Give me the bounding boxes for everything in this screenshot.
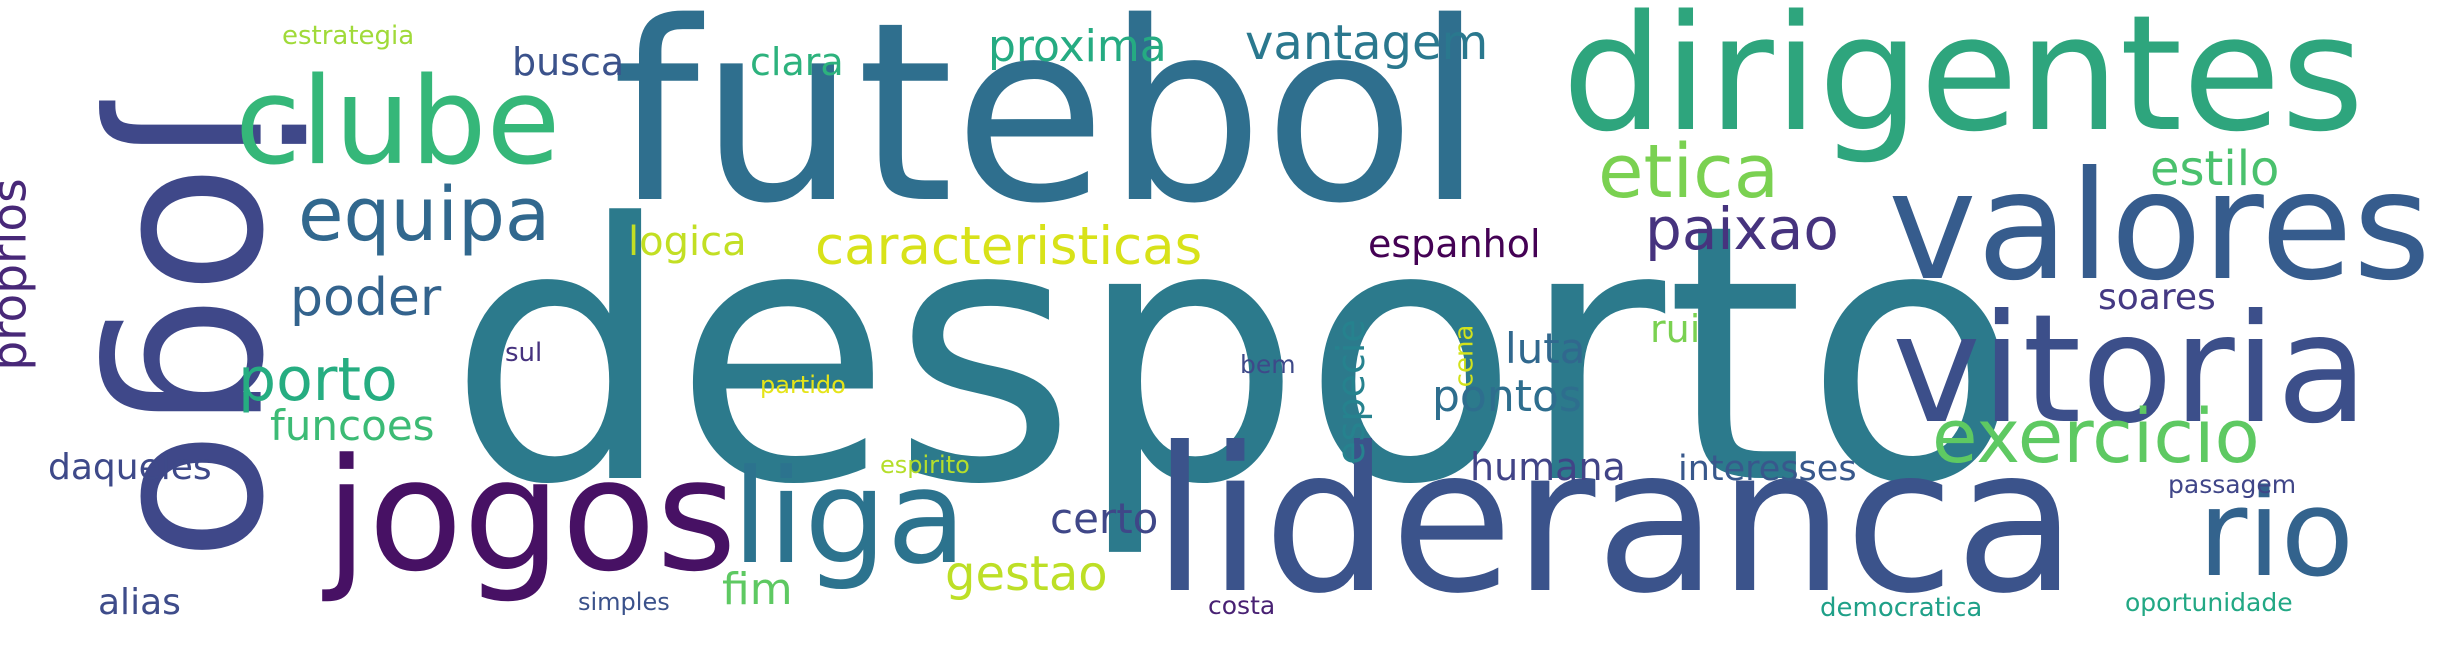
word-passagem: passagem xyxy=(2168,470,2297,499)
word-logica: logica xyxy=(628,219,747,265)
word-exercicio: exercicio xyxy=(1932,394,2260,480)
word-luta: luta xyxy=(1505,324,1586,373)
word-especie: especie xyxy=(1328,319,1373,465)
word-equipa: equipa xyxy=(298,172,551,258)
word-dirigentes: dirigentes xyxy=(1562,0,2365,167)
word-cena: cena xyxy=(1449,324,1480,388)
word-rio: rio xyxy=(2198,465,2355,604)
word-bem: bem xyxy=(1240,350,1296,379)
word-clube: clube xyxy=(235,53,561,192)
word-costa: costa xyxy=(1208,591,1276,620)
word-lideranca: lideranca xyxy=(1152,405,2078,638)
word-poder: poder xyxy=(290,268,442,328)
word-partido: partido xyxy=(760,371,846,399)
word-democratica: democratica xyxy=(1820,593,1983,623)
word-fim: fim xyxy=(722,564,793,615)
word-rui: rui xyxy=(1650,307,1701,351)
word-proprios: proprios xyxy=(0,178,38,371)
word-paixao: paixao xyxy=(1645,195,1839,263)
word-caracteristicas: caracteristicas xyxy=(815,216,1203,277)
word-sul: sul xyxy=(505,338,543,368)
word-alias: alias xyxy=(98,582,181,623)
word-gestao: gestao xyxy=(945,546,1108,602)
word-proxima: proxima xyxy=(988,21,1167,72)
word-funcoes: funcoes xyxy=(270,401,435,450)
word-simples: simples xyxy=(578,588,670,616)
word-busca: busca xyxy=(512,40,625,84)
word-interesses: interesses xyxy=(1678,449,1857,489)
word-desporto: desporto xyxy=(448,148,2022,562)
word-estrategia: estrategia xyxy=(282,21,415,51)
word-daqueles: daqueles xyxy=(48,447,212,488)
word-espanhol: espanhol xyxy=(1368,222,1541,266)
word-etica: etica xyxy=(1598,129,1780,215)
word-certo: certo xyxy=(1050,494,1159,543)
word-vantagem: vantagem xyxy=(1245,15,1489,71)
word-estilo: estilo xyxy=(2150,141,2280,197)
word-valores: valores xyxy=(1888,140,2431,314)
word-soares: soares xyxy=(2098,277,2216,318)
word-liga: liga xyxy=(732,441,967,593)
word-oportunidade: oportunidade xyxy=(2125,588,2293,617)
word-humana: humana xyxy=(1470,445,1626,489)
word-jogos: jogos xyxy=(325,425,737,606)
word-vitoria: vitoria xyxy=(1892,283,2369,457)
word-clara: clara xyxy=(750,40,844,84)
word-espirito: espirito xyxy=(880,451,970,479)
word-pontos: pontos xyxy=(1432,371,1582,422)
word-futebol: futebol xyxy=(612,0,1485,258)
word-porto: porto xyxy=(238,345,398,415)
